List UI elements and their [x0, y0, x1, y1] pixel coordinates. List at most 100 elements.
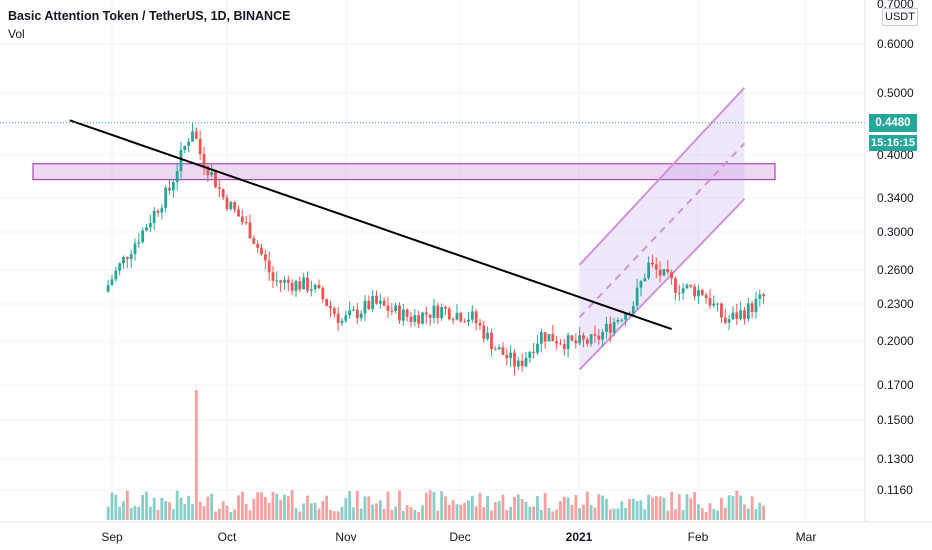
currency-button[interactable]: USDT	[882, 8, 918, 26]
volume-bar	[175, 490, 179, 520]
channel-upper-line[interactable]	[578, 86, 746, 266]
volume-bar	[559, 501, 562, 520]
volume-bar	[225, 505, 229, 520]
candle-body	[708, 298, 712, 306]
channel-median-line[interactable]	[578, 142, 746, 318]
candle-body	[750, 303, 754, 313]
volume-bar	[628, 499, 631, 520]
candle-body	[417, 315, 421, 324]
volume-bar	[141, 494, 145, 520]
volume-bar	[217, 508, 221, 520]
candle-body	[447, 308, 451, 320]
trendline-segment[interactable]	[69, 119, 672, 331]
candle-body	[114, 270, 118, 280]
candle-body	[574, 340, 578, 344]
price-tick-label: 0.2600	[877, 263, 914, 277]
candle-body	[156, 210, 160, 213]
rising-channel[interactable]	[578, 86, 746, 371]
volume-bar	[509, 506, 513, 520]
volume-bar	[601, 495, 605, 520]
volume-bar	[440, 491, 444, 520]
volume-bar	[566, 497, 570, 520]
volume-bar	[401, 510, 405, 520]
candle-body	[141, 230, 145, 243]
candlesticks	[106, 122, 766, 376]
price-tick-label: 0.2000	[877, 334, 914, 348]
volume-bar	[490, 510, 493, 520]
volume-bar	[501, 494, 505, 520]
candle-body	[662, 269, 666, 276]
candle-body	[225, 197, 229, 210]
volume-bar	[129, 507, 133, 520]
volume-bar	[754, 509, 758, 520]
volume-bar	[260, 492, 263, 520]
volume-bar	[325, 495, 329, 520]
volume-bar	[635, 500, 639, 520]
volume-bar	[616, 508, 620, 520]
candle-body	[700, 289, 704, 296]
candle-body	[685, 284, 689, 289]
candle-body	[478, 323, 482, 326]
price-tick-label: 0.4000	[877, 148, 914, 162]
candle-body	[566, 335, 570, 350]
price-axis[interactable]: 0.7000 0.6000 0.5000 0.4000 0.3400 0.3000 0.26…	[877, 0, 914, 497]
candle-body	[670, 272, 674, 279]
candle-body	[624, 312, 628, 320]
volume-bar	[221, 501, 225, 520]
volume-bar	[743, 504, 746, 520]
candle-body	[233, 201, 237, 210]
candle-body	[290, 282, 294, 291]
candle-body	[758, 294, 762, 299]
volume-bar	[194, 390, 198, 520]
price-tick-label: 0.6000	[877, 37, 914, 51]
volume-bar	[363, 496, 367, 520]
time-axis[interactable]: Sep Oct Nov Dec 2021 Feb Mar	[101, 530, 816, 544]
volume-bar	[516, 494, 520, 520]
volume-bar	[555, 509, 559, 520]
volume-bar	[290, 490, 294, 520]
candle-body	[275, 280, 279, 282]
candle-body	[240, 216, 244, 222]
volume-bar	[313, 502, 317, 520]
volume-bar	[198, 501, 202, 520]
volume-bar	[145, 491, 148, 520]
volume-bar	[685, 494, 689, 520]
candle-body	[118, 263, 122, 271]
candle-body	[198, 138, 202, 155]
candle-body	[635, 287, 639, 306]
volume-bar	[413, 509, 417, 520]
volume-bar	[704, 511, 708, 520]
candle-body	[313, 284, 317, 290]
volume-bar	[574, 495, 578, 520]
volume-bar	[762, 505, 766, 520]
resistance-zone-rect[interactable]	[32, 163, 776, 181]
candle-body	[455, 312, 459, 320]
volume-bar	[463, 502, 467, 520]
candle-body	[325, 299, 329, 306]
volume-bar	[570, 504, 574, 520]
volume-bar	[455, 504, 459, 520]
volume-bar	[447, 504, 451, 520]
volume-bar	[605, 498, 608, 520]
candle-body	[547, 334, 551, 342]
candle-body	[202, 154, 206, 167]
candle-body	[436, 305, 440, 319]
volume-bar	[336, 511, 340, 520]
candle-body	[612, 321, 616, 333]
candle-body	[378, 300, 382, 304]
channel-lower-line[interactable]	[578, 198, 746, 371]
volume-bar	[286, 496, 290, 520]
candle-body	[263, 254, 267, 261]
volume-bar	[110, 492, 114, 520]
volume-bar	[386, 491, 390, 520]
volume-bar	[279, 499, 283, 520]
candle-body	[271, 272, 275, 281]
chart-grid	[0, 0, 865, 522]
candle-body	[217, 187, 221, 189]
volume-bar	[417, 511, 421, 520]
resistance-zone[interactable]	[32, 163, 776, 181]
volume-bar	[697, 504, 700, 520]
candle-body	[336, 313, 340, 323]
descending-trendline[interactable]	[69, 119, 672, 331]
